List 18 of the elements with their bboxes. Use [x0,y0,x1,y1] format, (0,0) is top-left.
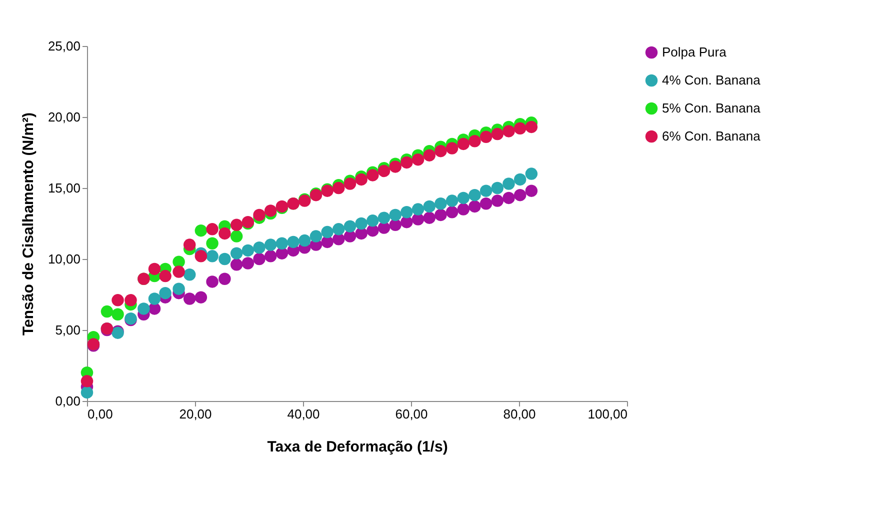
x-tick-label: 100,00 [588,406,628,422]
y-tick-label: 10,00 [48,252,80,266]
y-axis-title: Tensão de Cisalhamento (N/m²) [20,112,37,336]
x-tick-label: 40,00 [287,406,320,422]
x-axis-title: Taxa de Deformação (1/s) [267,438,448,456]
legend-label: 4% Con. Banana [662,72,762,88]
y-tick-label: 20,00 [48,110,80,124]
legend-label: 6% Con. Banana [662,128,762,144]
legend-label: 5% Con. Banana [662,100,762,116]
y-tick-label: 25,00 [48,38,80,54]
x-tick-label: 60,00 [395,406,428,422]
y-tick-label: 0,00 [55,394,80,408]
x-tick-label: 20,00 [179,406,212,422]
legend-label: Polpa Pura [662,44,728,60]
x-tick-label: 0,00 [88,406,113,422]
x-tick-label: 80,00 [503,406,536,422]
y-tick-label: 5,00 [55,322,80,338]
y-tick-label: 15,00 [48,180,80,196]
